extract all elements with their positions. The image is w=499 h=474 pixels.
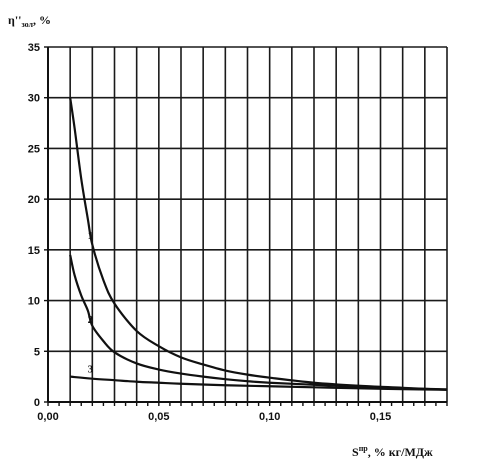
y-tick-label: 15 xyxy=(28,245,40,257)
y-tick-label: 0 xyxy=(34,397,40,409)
y-axis-label-main: η'' xyxy=(8,13,21,27)
y-tick-label: 20 xyxy=(28,194,40,206)
y-axis-label-subscript: зол xyxy=(21,20,33,29)
series-label-1: 1 xyxy=(88,230,94,242)
x-tick-label: 0,05 xyxy=(148,411,169,423)
x-axis-label-main: S xyxy=(352,445,359,459)
series-lines: 1 2 3 xyxy=(69,97,448,391)
y-axis-label: η''зол, % xyxy=(8,13,51,29)
y-tick-label: 10 xyxy=(28,296,40,308)
x-tick-label: 0,15 xyxy=(370,411,391,423)
y-tick-label: 35 xyxy=(28,42,40,54)
x-tick-label: 0,10 xyxy=(259,411,280,423)
x-axis-label-unit: , % кг/МДж xyxy=(368,445,433,459)
series-line-2 xyxy=(69,254,448,391)
grid xyxy=(47,46,448,402)
axes xyxy=(44,46,448,406)
y-tick-label: 30 xyxy=(28,93,40,105)
x-tick-label: 0,00 xyxy=(37,411,58,423)
y-axis-label-unit: , % xyxy=(33,13,51,27)
series-label-2: 2 xyxy=(88,314,94,326)
x-axis-label: Sпр, % кг/МДж xyxy=(352,444,433,459)
x-axis-label-superscript: пр xyxy=(359,444,369,453)
y-tick-label: 25 xyxy=(28,143,40,155)
y-tick-label: 5 xyxy=(34,346,40,358)
tick-labels: 0 5 10 15 20 25 30 35 0,00 0,05 0,10 0,15 xyxy=(28,42,391,423)
series-label-3: 3 xyxy=(88,364,94,376)
series-line-3 xyxy=(70,375,448,391)
series-line-1 xyxy=(69,97,448,391)
